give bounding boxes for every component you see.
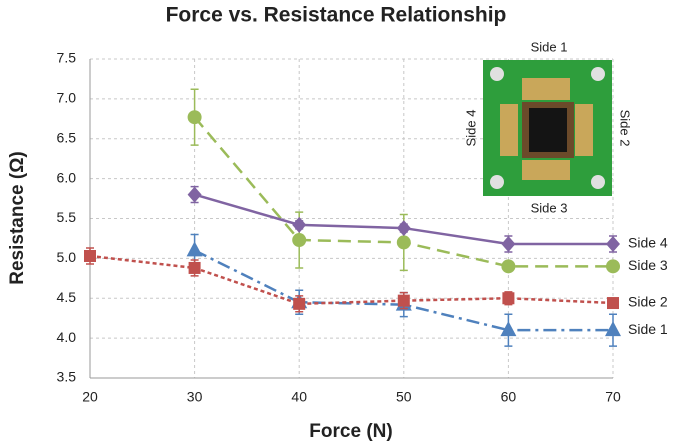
x-tick-label: 60: [501, 389, 517, 405]
y-tick-label: 7.0: [57, 90, 77, 106]
x-tick-label: 20: [82, 389, 98, 405]
x-tick-label: 70: [605, 389, 621, 405]
legend-label: Side 3: [628, 257, 668, 273]
y-tick-label: 7.5: [57, 50, 77, 66]
marker: [397, 294, 410, 307]
marker: [293, 297, 306, 310]
x-axis-label: Force (N): [309, 421, 392, 442]
marker: [396, 235, 411, 250]
marker: [606, 236, 620, 253]
y-axis-label: Resistance (Ω): [7, 151, 28, 285]
x-tick-label: 50: [396, 389, 412, 405]
marker: [605, 321, 621, 337]
x-tick-label: 30: [187, 389, 203, 405]
y-tick-label: 6.0: [57, 169, 77, 185]
marker: [292, 216, 307, 233]
x-tick-label: 40: [291, 389, 307, 405]
marker: [186, 241, 203, 257]
chart-title: Force vs. Resistance Relationship: [166, 4, 507, 27]
marker: [606, 259, 620, 274]
marker: [501, 236, 516, 253]
inset-label: Side 1: [531, 39, 568, 54]
marker: [502, 292, 515, 305]
marker: [187, 110, 202, 125]
y-tick-label: 4.0: [57, 329, 77, 345]
marker: [501, 259, 516, 274]
inset-label: Side 4: [463, 110, 478, 147]
y-tick-label: 5.0: [57, 249, 77, 265]
inset-label: Side 3: [531, 200, 568, 215]
marker: [187, 186, 202, 203]
marker: [84, 249, 96, 262]
marker: [396, 220, 411, 237]
marker: [500, 321, 517, 337]
marker: [607, 297, 619, 310]
legend-label: Side 4: [628, 235, 668, 251]
marker: [292, 233, 307, 248]
y-tick-label: 5.5: [57, 209, 77, 225]
y-tick-label: 3.5: [57, 369, 77, 385]
inset-label: Side 2: [618, 110, 633, 147]
y-tick-label: 4.5: [57, 289, 77, 305]
legend-label: Side 1: [628, 321, 668, 337]
inset-photo: [483, 60, 612, 196]
y-tick-label: 6.5: [57, 129, 77, 145]
series-line: [89, 254, 614, 306]
marker: [188, 261, 201, 274]
legend-label: Side 2: [628, 294, 668, 310]
